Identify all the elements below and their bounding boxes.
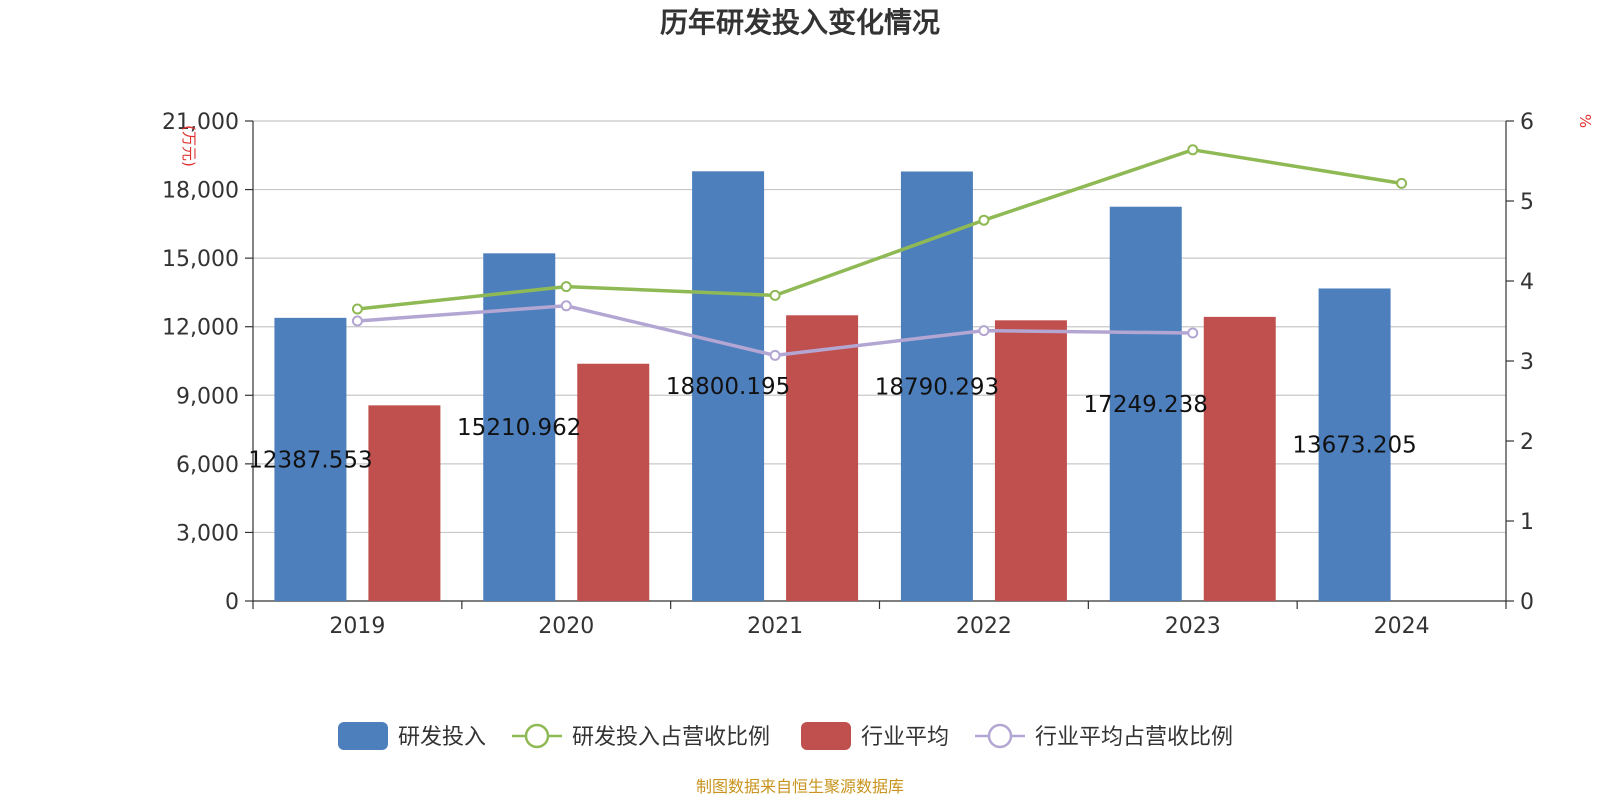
- bars: [274, 171, 1391, 602]
- source-note: 制图数据来自恒生聚源数据库: [696, 777, 904, 796]
- bar-value-label: 15210.962: [457, 415, 581, 441]
- right-tick-label: 4: [1520, 270, 1534, 295]
- data-labels: 12387.553 15210.962 18800.195 18790.293 1724…: [248, 374, 1417, 473]
- line-point: [769, 289, 781, 301]
- legend-swatch: [801, 722, 851, 750]
- bar-value-label: 13673.205: [1292, 433, 1416, 459]
- chart-title: 历年研发投入变化情况: [660, 6, 940, 39]
- bar: [368, 405, 441, 601]
- left-tick-label: 0: [225, 590, 239, 615]
- bar: [274, 317, 347, 601]
- bar-value-label: 12387.553: [248, 447, 372, 473]
- bar-value-label: 18790.293: [875, 374, 999, 400]
- x-tick-label: 2020: [538, 614, 594, 639]
- left-tick-label: 9,000: [176, 384, 239, 409]
- series-line: [357, 304, 1193, 358]
- bar: [900, 171, 973, 602]
- legend-marker: [987, 723, 1013, 749]
- legend-marker: [524, 723, 550, 749]
- left-tick-label: 12,000: [162, 316, 239, 341]
- legend-label: 行业平均占营收比例: [1035, 725, 1233, 750]
- line-point: [560, 281, 572, 293]
- line-point: [1187, 327, 1199, 339]
- legend-label: 行业平均: [861, 725, 949, 750]
- left-tick-label: 15,000: [162, 247, 239, 272]
- series-line: [357, 148, 1402, 311]
- right-tick-label: 5: [1520, 190, 1534, 215]
- bar: [994, 320, 1067, 601]
- x-tick-label: 2021: [747, 614, 803, 639]
- line-point: [1396, 177, 1408, 189]
- left-tick-label: 6,000: [176, 453, 239, 478]
- x-tick-label: 2024: [1374, 614, 1430, 639]
- line-point: [978, 325, 990, 337]
- line-point: [351, 303, 363, 315]
- right-tick-label: 6: [1520, 110, 1534, 135]
- bar-value-label: 17249.238: [1084, 392, 1208, 418]
- bar-value-label: 18800.195: [666, 374, 790, 400]
- right-tick-label: 3: [1520, 350, 1534, 375]
- x-tick-label: 2023: [1165, 614, 1221, 639]
- x-tick-label: 2019: [329, 614, 385, 639]
- line-point: [560, 300, 572, 312]
- grid-lines: [253, 120, 1506, 534]
- bar: [577, 363, 650, 601]
- left-axis-unit: (万元): [180, 125, 198, 167]
- lines: [351, 144, 1408, 361]
- bar: [786, 315, 859, 601]
- axes: 0 3,000 6,000 9,000 12,000 15,000 18,000 21,000…: [162, 110, 1534, 639]
- legend: 研发投入 研发投入占营收比例 行业平均 行业平均占营收比例: [338, 722, 1233, 750]
- legend-label: 研发投入占营收比例: [572, 725, 770, 750]
- bar: [1203, 316, 1276, 601]
- x-tick-label: 2022: [956, 614, 1012, 639]
- bar: [1318, 288, 1391, 601]
- right-tick-label: 0: [1520, 590, 1534, 615]
- right-tick-label: 2: [1520, 430, 1534, 455]
- bar: [1109, 206, 1182, 602]
- right-axis-unit: %: [1576, 114, 1594, 128]
- right-tick-label: 1: [1520, 510, 1534, 535]
- line-point: [769, 349, 781, 361]
- line-point: [1187, 144, 1199, 156]
- legend-label: 研发投入: [398, 725, 486, 750]
- legend-swatch: [338, 722, 388, 750]
- line-point: [978, 214, 990, 226]
- left-tick-label: 18,000: [162, 179, 239, 204]
- bar: [692, 171, 765, 601]
- left-tick-label: 21,000: [162, 110, 239, 135]
- line-point: [351, 315, 363, 327]
- left-tick-label: 3,000: [176, 521, 239, 546]
